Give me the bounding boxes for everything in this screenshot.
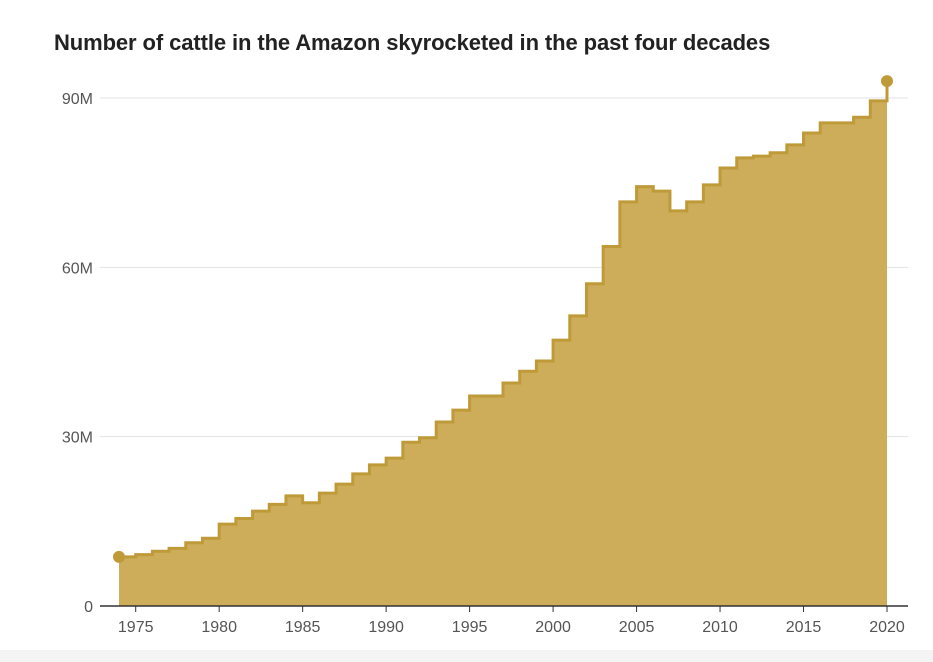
x-tick-label-2010: 2010 [702, 619, 738, 636]
bottom-strip [0, 650, 933, 662]
x-tick-label-1980: 1980 [201, 619, 237, 636]
axis-ticks: 0 30M 60M 90M 1975 1980 1985 1990 1995 2000 2005 20… [62, 91, 905, 636]
cattle-step-line [119, 81, 889, 559]
x-tick-label-1985: 1985 [285, 619, 321, 636]
chart-title: Number of cattle in the Amazon skyrocket… [54, 30, 771, 55]
x-tick-label-2020: 2020 [869, 619, 905, 636]
end-point-marker [881, 75, 893, 88]
x-tick-label-2005: 2005 [619, 619, 655, 636]
x-tick-label-1990: 1990 [368, 619, 404, 636]
y-tick-label-30M: 30M [62, 430, 93, 447]
y-tick-label-90M: 90M [62, 91, 93, 108]
cattle-area [119, 81, 887, 607]
x-tick-label-2000: 2000 [535, 619, 571, 636]
x-tick-label-1995: 1995 [452, 619, 488, 636]
x-tick-label-1975: 1975 [118, 619, 154, 636]
start-point-marker [113, 550, 125, 563]
x-tick-label-2015: 2015 [786, 619, 822, 636]
y-tick-label-60M: 60M [62, 260, 93, 277]
y-tick-label-0: 0 [84, 599, 93, 616]
